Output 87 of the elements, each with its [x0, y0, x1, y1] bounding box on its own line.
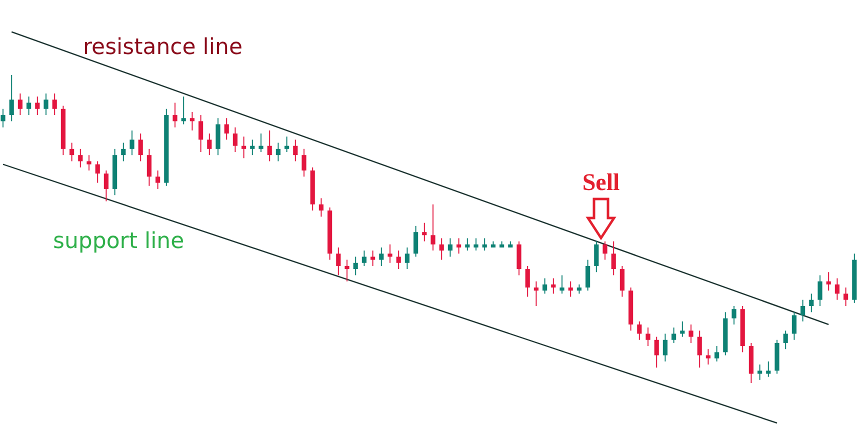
candlestick	[732, 306, 736, 325]
candlestick	[551, 278, 556, 294]
candlestick	[336, 246, 341, 276]
candlestick	[602, 240, 608, 260]
candlestick	[834, 278, 840, 300]
candlestick	[181, 96, 186, 125]
candlestick	[396, 250, 401, 270]
candlestick	[362, 250, 366, 266]
candlestick	[146, 148, 152, 186]
candlestick	[758, 364, 762, 380]
candlestick	[414, 225, 418, 258]
candlestick	[284, 136, 290, 152]
annotation: Sell	[582, 170, 620, 196]
candlestick	[697, 330, 702, 368]
candlestick	[611, 240, 616, 276]
candlestick	[138, 133, 143, 162]
candlestick	[258, 133, 264, 152]
candlestick	[388, 244, 392, 264]
candlestick	[474, 238, 478, 252]
candlestick	[250, 139, 255, 156]
candlestick	[224, 118, 229, 140]
candlestick	[792, 312, 796, 340]
candlestick	[844, 287, 848, 306]
candlestick	[9, 74, 14, 122]
candlestick	[800, 299, 806, 322]
candlestick	[318, 198, 324, 218]
candlestick	[542, 278, 548, 294]
candlestick	[422, 222, 427, 242]
candlestick	[121, 142, 126, 162]
candlestick	[525, 265, 530, 298]
candlestick	[130, 130, 134, 156]
candlestick	[439, 238, 444, 260]
candlestick	[680, 320, 685, 338]
candlestick	[293, 139, 298, 162]
candlestick	[688, 324, 694, 344]
candlestick	[672, 327, 676, 344]
candlestick	[646, 327, 650, 347]
candlestick	[379, 246, 384, 266]
candlestick	[207, 133, 212, 156]
candlestick	[482, 238, 487, 252]
candlestick	[104, 170, 108, 202]
candlestick	[78, 148, 83, 168]
candlestick	[818, 274, 822, 306]
candlestick	[560, 274, 564, 294]
candlestick	[302, 148, 306, 178]
candlestick	[26, 96, 32, 116]
candlestick	[430, 204, 436, 252]
candlestick	[232, 126, 238, 152]
candlestick	[809, 293, 814, 313]
candlestick	[190, 111, 194, 131]
candlestick	[353, 256, 358, 276]
candlestick	[662, 333, 668, 362]
candlestick	[52, 92, 57, 116]
candlestick	[172, 102, 178, 128]
candlestick	[576, 284, 582, 294]
candlestick	[826, 272, 831, 292]
candlestick	[276, 142, 280, 162]
candlestick	[448, 238, 452, 258]
candlestick	[242, 136, 246, 159]
candlestick	[86, 154, 92, 171]
annotation: support line	[53, 229, 184, 254]
candlestick	[44, 92, 48, 116]
candlestick	[156, 170, 160, 190]
candlestick	[594, 240, 599, 273]
candlestick	[198, 114, 204, 152]
candlestick	[534, 280, 538, 306]
candlestick	[654, 336, 659, 368]
candlestick	[0, 108, 6, 128]
candlestick	[70, 142, 74, 162]
candlestick	[766, 360, 771, 378]
candlestick	[568, 280, 573, 298]
candlestick	[456, 238, 462, 254]
candlestick	[714, 346, 720, 362]
candlestick	[783, 330, 788, 350]
candlestick	[370, 250, 376, 266]
candlestick	[35, 96, 40, 116]
candlestick	[18, 92, 22, 116]
candlestick	[404, 246, 410, 270]
candlestick	[95, 160, 100, 184]
text: resistance line	[83, 35, 243, 60]
candlestick	[706, 348, 710, 366]
candlestick	[637, 320, 642, 340]
candlestick	[344, 259, 350, 282]
candlestick	[620, 265, 624, 298]
candlestick	[586, 259, 590, 292]
candlestick	[465, 238, 470, 252]
candlestick	[267, 130, 272, 162]
